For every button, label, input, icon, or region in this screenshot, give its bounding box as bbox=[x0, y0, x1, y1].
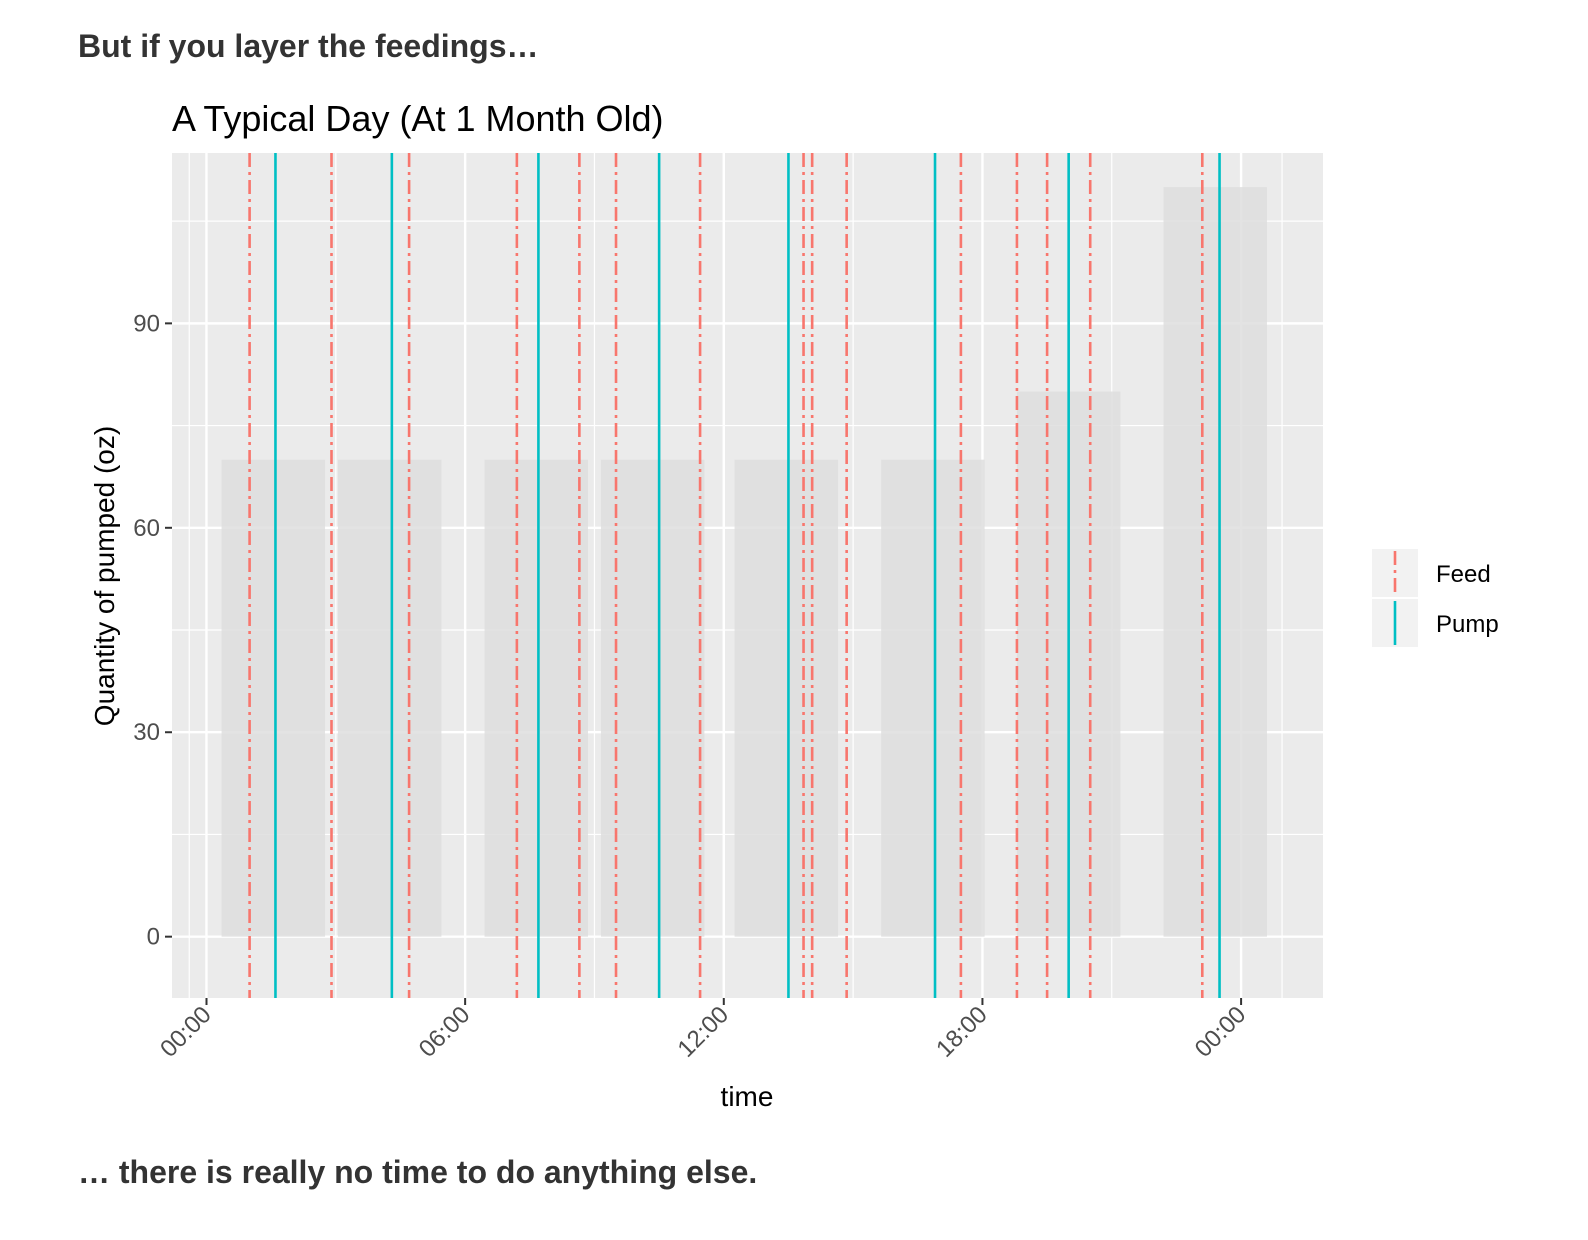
y-tick-label: 30 bbox=[133, 719, 160, 746]
legend-label-pump: Pump bbox=[1436, 611, 1499, 638]
x-tick-label: 12:00 bbox=[672, 1001, 734, 1063]
pumped-bar bbox=[337, 459, 442, 937]
intro-text: But if you layer the feedings… bbox=[78, 28, 539, 64]
timeline-chart: A Typical Day (At 1 Month Old) 00:00 06:0… bbox=[89, 98, 1499, 1112]
x-tick-label: 00:00 bbox=[1190, 1001, 1252, 1063]
pumped-bar bbox=[734, 459, 839, 937]
pumped-bar bbox=[484, 459, 588, 937]
event-lines bbox=[248, 153, 1221, 998]
pumped-bar bbox=[1163, 187, 1267, 937]
legend: Feed Pump bbox=[1372, 549, 1499, 647]
chart-title: A Typical Day (At 1 Month Old) bbox=[172, 98, 664, 139]
outro-text: … there is really no time to do anything… bbox=[78, 1154, 758, 1190]
y-tick-label: 60 bbox=[133, 515, 160, 542]
x-axis-label: time bbox=[721, 1081, 774, 1112]
pumped-bar bbox=[221, 459, 326, 937]
legend-label-feed: Feed bbox=[1436, 561, 1491, 588]
pumped-bar bbox=[600, 459, 705, 937]
x-tick-label: 06:00 bbox=[414, 1001, 476, 1063]
pumped-bar bbox=[881, 459, 985, 937]
x-tick-label: 00:00 bbox=[155, 1001, 217, 1063]
x-tick-label: 18:00 bbox=[931, 1001, 993, 1063]
y-axis-label: Quantity of pumped (oz) bbox=[89, 426, 120, 726]
y-tick-label: 0 bbox=[147, 924, 160, 951]
y-tick-label: 90 bbox=[133, 310, 160, 337]
